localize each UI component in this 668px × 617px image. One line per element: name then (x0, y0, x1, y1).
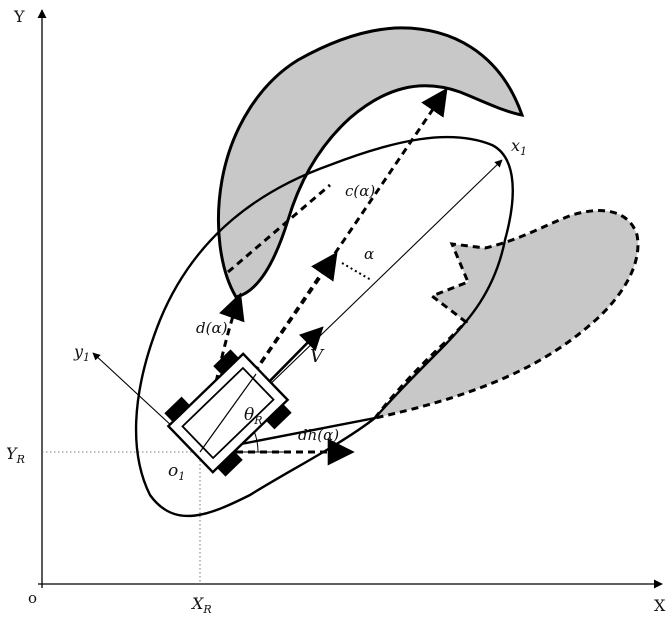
sensing-region (134, 135, 514, 518)
theta-label: θR (244, 405, 263, 427)
yr-label: YR (6, 444, 25, 466)
wheel-rear-left (164, 396, 191, 423)
upper-obstacle (217, 26, 525, 299)
origin-label: o (28, 589, 37, 607)
wheel-rear-right (216, 450, 243, 477)
y-axis-label: Y (13, 7, 25, 26)
alpha-offset (341, 262, 372, 281)
x1-label: x1 (511, 136, 527, 158)
robot-diagonal (199, 373, 257, 453)
x-axis-label: X (654, 596, 666, 615)
wheel-front-left (213, 349, 240, 376)
o1-label: o1 (168, 461, 185, 483)
boundary-ray (227, 183, 331, 274)
d-alpha-label: d(α) (196, 319, 228, 337)
y1-label: y1 (73, 342, 90, 364)
dh-alpha-label: dh(α) (298, 426, 339, 444)
c-alpha-label: c(α) (345, 182, 375, 200)
velocity-label: V (310, 346, 325, 367)
right-obstacle (371, 209, 640, 421)
alpha-label: α (364, 245, 374, 263)
wheel-front-right (265, 403, 292, 430)
xr-label: XR (190, 594, 212, 616)
robot-body-inner (181, 366, 275, 460)
